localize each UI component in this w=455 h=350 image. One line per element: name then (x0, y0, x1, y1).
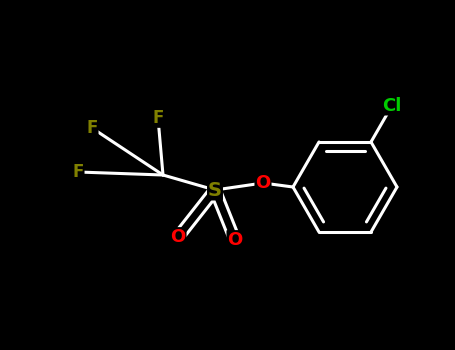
Text: O: O (170, 228, 186, 246)
Text: F: F (152, 109, 164, 127)
Text: O: O (255, 174, 271, 192)
Text: S: S (208, 181, 222, 199)
Text: F: F (72, 163, 84, 181)
Text: F: F (86, 119, 98, 137)
Text: Cl: Cl (382, 97, 402, 114)
Text: O: O (228, 231, 243, 249)
